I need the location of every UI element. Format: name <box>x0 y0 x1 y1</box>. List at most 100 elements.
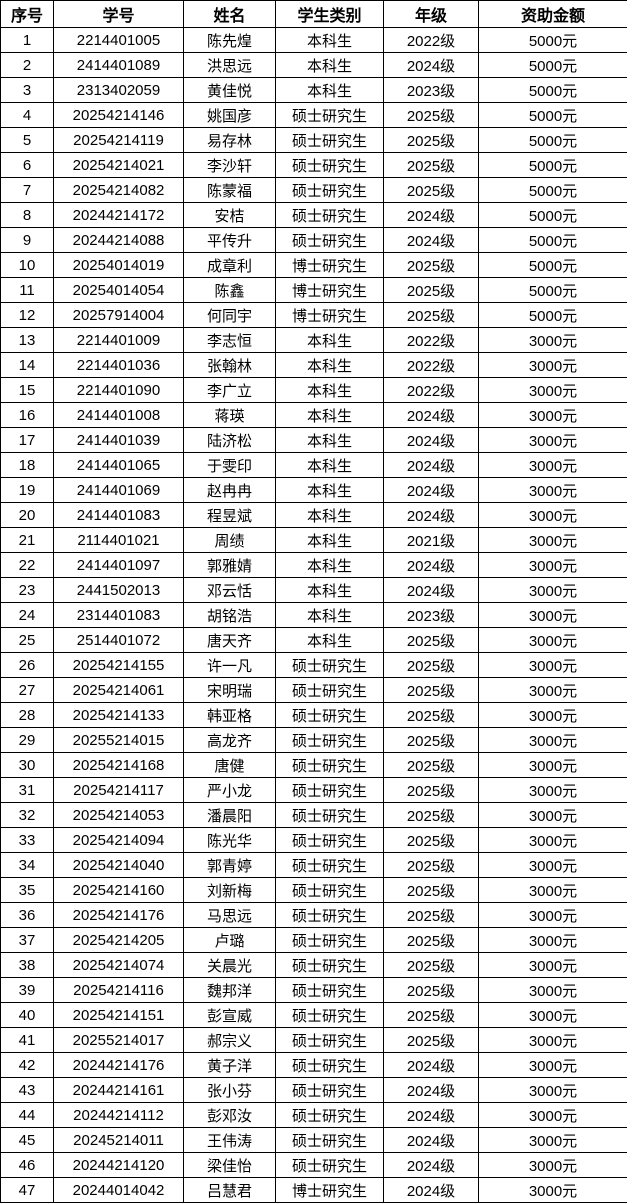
table-row: 39 20254214116 魏邦洋 硕士研究生 2025级 3000元 <box>0 977 627 1003</box>
cell-student-id: 2441502013 <box>53 577 184 603</box>
cell-index: 1 <box>0 27 54 53</box>
cell-category: 博士研究生 <box>275 252 384 278</box>
cell-student-id: 20257914004 <box>53 302 184 328</box>
cell-name: 王伟涛 <box>183 1127 276 1153</box>
cell-amount: 5000元 <box>478 152 627 178</box>
table-row: 14 2214401036 张翰林 本科生 2022级 3000元 <box>0 352 627 378</box>
cell-amount: 3000元 <box>478 1052 627 1078</box>
cell-amount: 3000元 <box>478 652 627 678</box>
cell-name: 潘晨阳 <box>183 802 276 828</box>
cell-amount: 5000元 <box>478 102 627 128</box>
cell-name: 周绩 <box>183 527 276 553</box>
table-row: 24 2314401083 胡铭浩 本科生 2023级 3000元 <box>0 602 627 628</box>
cell-student-id: 20254214119 <box>53 127 184 153</box>
cell-index: 38 <box>0 952 54 978</box>
cell-name: 关晨光 <box>183 952 276 978</box>
cell-category: 博士研究生 <box>275 1177 384 1203</box>
table-row: 38 20254214074 关晨光 硕士研究生 2025级 3000元 <box>0 952 627 978</box>
cell-student-id: 20244214120 <box>53 1152 184 1178</box>
cell-category: 硕士研究生 <box>275 177 384 203</box>
cell-amount: 3000元 <box>478 1177 627 1203</box>
cell-category: 硕士研究生 <box>275 702 384 728</box>
cell-category: 本科生 <box>275 502 384 528</box>
cell-name: 于雯印 <box>183 452 276 478</box>
cell-name: 黄子洋 <box>183 1052 276 1078</box>
cell-amount: 3000元 <box>478 377 627 403</box>
table-row: 44 20244214112 彭邓汝 硕士研究生 2024级 3000元 <box>0 1102 627 1128</box>
cell-index: 41 <box>0 1027 54 1053</box>
cell-amount: 3000元 <box>478 827 627 853</box>
cell-grade: 2025级 <box>383 827 479 853</box>
cell-index: 4 <box>0 102 54 128</box>
cell-grade: 2025级 <box>383 727 479 753</box>
cell-amount: 3000元 <box>478 502 627 528</box>
table-row: 30 20254214168 唐健 硕士研究生 2025级 3000元 <box>0 752 627 778</box>
cell-grade: 2025级 <box>383 852 479 878</box>
cell-amount: 3000元 <box>478 727 627 753</box>
cell-category: 硕士研究生 <box>275 202 384 228</box>
cell-student-id: 20254214116 <box>53 977 184 1003</box>
column-header-amount: 资助金额 <box>478 0 627 28</box>
cell-category: 硕士研究生 <box>275 1102 384 1128</box>
cell-amount: 3000元 <box>478 577 627 603</box>
cell-index: 39 <box>0 977 54 1003</box>
table-body: 1 2214401005 陈先煌 本科生 2022级 5000元 2 2414401089 洪思… <box>0 27 627 1203</box>
cell-amount: 3000元 <box>478 1152 627 1178</box>
table-row: 9 20244214088 平传升 硕士研究生 2024级 5000元 <box>0 227 627 253</box>
cell-category: 硕士研究生 <box>275 727 384 753</box>
table-row: 3 2313402059 黄佳悦 本科生 2023级 5000元 <box>0 77 627 103</box>
table-row: 36 20254214176 马思远 硕士研究生 2025级 3000元 <box>0 902 627 928</box>
table-row: 25 2514401072 唐天齐 本科生 2025级 3000元 <box>0 627 627 653</box>
cell-amount: 3000元 <box>478 677 627 703</box>
cell-grade: 2024级 <box>383 1177 479 1203</box>
cell-index: 15 <box>0 377 54 403</box>
cell-name: 赵冉冉 <box>183 477 276 503</box>
cell-amount: 3000元 <box>478 852 627 878</box>
cell-grade: 2025级 <box>383 702 479 728</box>
table-row: 11 20254014054 陈鑫 博士研究生 2025级 5000元 <box>0 277 627 303</box>
table-row: 40 20254214151 彭宣威 硕士研究生 2025级 3000元 <box>0 1002 627 1028</box>
cell-grade: 2022级 <box>383 327 479 353</box>
cell-name: 陈鑫 <box>183 277 276 303</box>
cell-category: 硕士研究生 <box>275 227 384 253</box>
cell-student-id: 20254214082 <box>53 177 184 203</box>
cell-category: 硕士研究生 <box>275 127 384 153</box>
cell-category: 硕士研究生 <box>275 152 384 178</box>
cell-amount: 5000元 <box>478 127 627 153</box>
cell-student-id: 20245214011 <box>53 1127 184 1153</box>
table-row: 43 20244214161 张小芬 硕士研究生 2024级 3000元 <box>0 1077 627 1103</box>
cell-student-id: 2414401089 <box>53 52 184 78</box>
cell-index: 37 <box>0 927 54 953</box>
cell-amount: 5000元 <box>478 302 627 328</box>
cell-index: 9 <box>0 227 54 253</box>
column-header-grade: 年级 <box>383 0 479 28</box>
cell-index: 14 <box>0 352 54 378</box>
table-row: 22 2414401097 郭雅婧 本科生 2024级 3000元 <box>0 552 627 578</box>
cell-category: 硕士研究生 <box>275 752 384 778</box>
column-header-student-id: 学号 <box>53 0 184 28</box>
cell-index: 46 <box>0 1152 54 1178</box>
cell-index: 19 <box>0 477 54 503</box>
cell-name: 郭青婷 <box>183 852 276 878</box>
cell-category: 本科生 <box>275 527 384 553</box>
cell-amount: 3000元 <box>478 477 627 503</box>
cell-index: 13 <box>0 327 54 353</box>
table-row: 31 20254214117 严小龙 硕士研究生 2025级 3000元 <box>0 777 627 803</box>
cell-category: 硕士研究生 <box>275 852 384 878</box>
cell-index: 16 <box>0 402 54 428</box>
cell-grade: 2025级 <box>383 902 479 928</box>
cell-grade: 2025级 <box>383 177 479 203</box>
cell-name: 黄佳悦 <box>183 77 276 103</box>
cell-name: 洪思远 <box>183 52 276 78</box>
cell-grade: 2025级 <box>383 127 479 153</box>
cell-grade: 2024级 <box>383 1127 479 1153</box>
cell-student-id: 2414401008 <box>53 402 184 428</box>
cell-student-id: 20244214161 <box>53 1077 184 1103</box>
cell-grade: 2025级 <box>383 152 479 178</box>
cell-amount: 3000元 <box>478 927 627 953</box>
cell-grade: 2025级 <box>383 952 479 978</box>
cell-amount: 3000元 <box>478 702 627 728</box>
table-row: 47 20244014042 吕慧君 博士研究生 2024级 3000元 <box>0 1177 627 1203</box>
cell-student-id: 20255214017 <box>53 1027 184 1053</box>
